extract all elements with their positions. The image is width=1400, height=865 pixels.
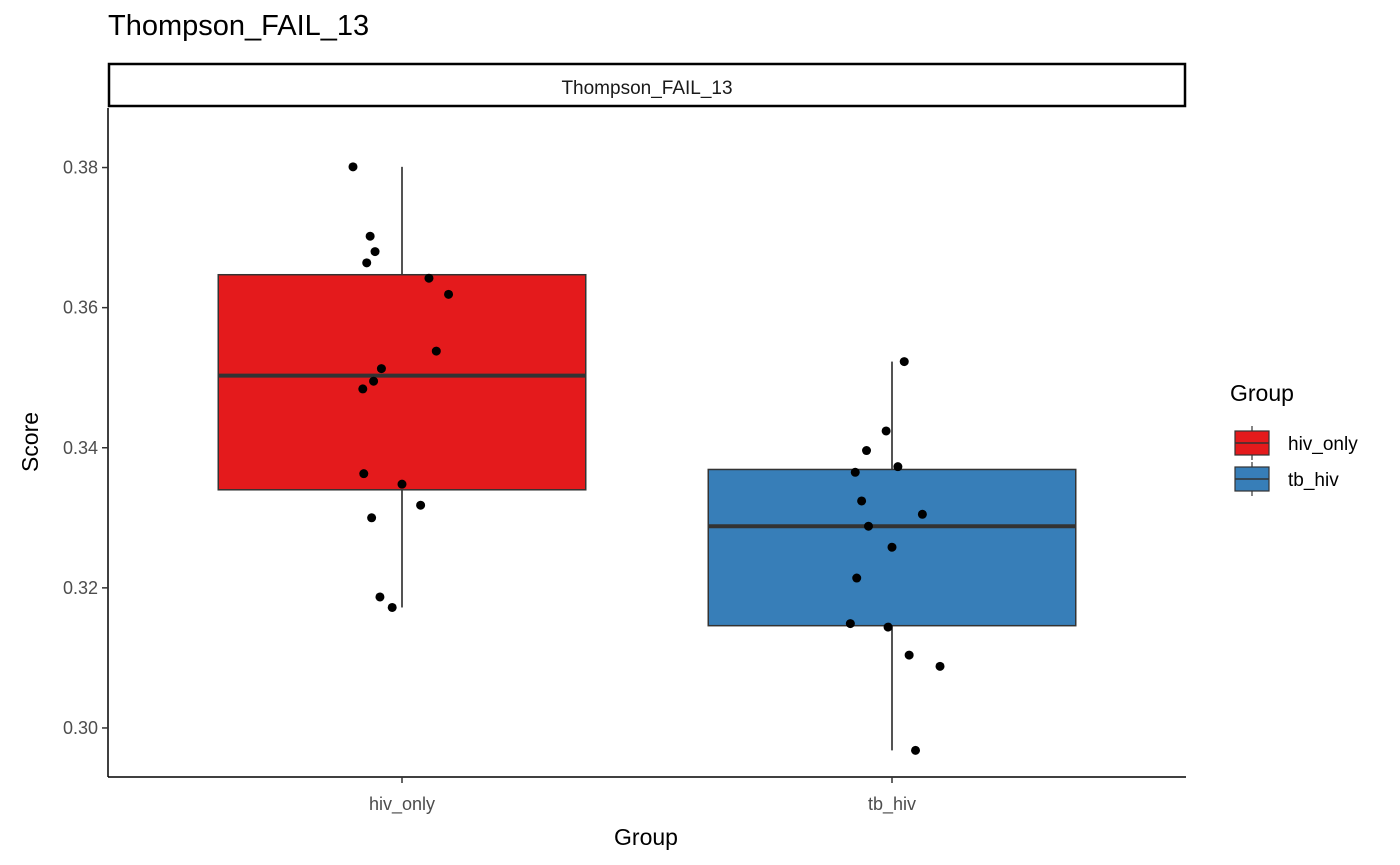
data-point-tb-hiv bbox=[917, 509, 927, 519]
data-point-tb-hiv bbox=[911, 745, 921, 755]
x-axis-title: Group bbox=[614, 824, 678, 850]
data-point-tb-hiv bbox=[852, 573, 862, 583]
y-tick-label: 0.36 bbox=[63, 298, 98, 318]
data-points bbox=[348, 162, 945, 755]
data-point-tb-hiv bbox=[899, 357, 909, 367]
data-point-tb-hiv bbox=[887, 542, 897, 552]
data-point-hiv-only bbox=[358, 384, 368, 394]
facet-strip-box bbox=[107, 62, 1187, 108]
data-point-tb-hiv bbox=[893, 462, 903, 472]
chart-title: Thompson_FAIL_13 bbox=[108, 10, 370, 42]
data-point-hiv-only bbox=[397, 479, 407, 489]
data-point-tb-hiv bbox=[904, 650, 914, 660]
axes bbox=[107, 108, 1186, 778]
x-axis-ticks: hiv_only tb_hiv bbox=[369, 777, 916, 815]
data-point-tb-hiv bbox=[881, 426, 891, 436]
data-point-tb-hiv bbox=[863, 521, 873, 531]
legend: Group hiv_only tb_hiv bbox=[1230, 380, 1358, 496]
data-point-hiv-only bbox=[387, 602, 397, 612]
y-axis-ticks: 0.30 0.32 0.34 0.36 0.38 bbox=[63, 158, 108, 738]
data-point-hiv-only bbox=[365, 231, 375, 241]
y-tick-label: 0.30 bbox=[63, 718, 98, 738]
y-tick-label: 0.34 bbox=[63, 438, 98, 458]
data-point-tb-hiv bbox=[862, 446, 872, 456]
y-tick-label: 0.38 bbox=[63, 158, 98, 178]
data-point-hiv-only bbox=[367, 513, 377, 523]
data-point-hiv-only bbox=[444, 289, 454, 299]
data-point-hiv-only bbox=[376, 364, 386, 374]
x-tick-label: tb_hiv bbox=[868, 794, 916, 815]
data-point-hiv-only bbox=[431, 346, 441, 356]
data-point-hiv-only bbox=[369, 376, 379, 386]
legend-key-hiv-only bbox=[1234, 426, 1270, 460]
data-point-tb-hiv bbox=[845, 619, 855, 629]
legend-key-tb-hiv bbox=[1234, 462, 1270, 496]
data-point-hiv-only bbox=[348, 162, 358, 172]
y-axis-title: Score bbox=[17, 412, 43, 472]
data-point-hiv-only bbox=[416, 500, 426, 510]
x-tick-label: hiv_only bbox=[369, 794, 435, 815]
data-point-tb-hiv bbox=[850, 467, 860, 477]
data-point-tb-hiv bbox=[935, 661, 945, 671]
data-point-tb-hiv bbox=[883, 622, 893, 632]
data-point-hiv-only bbox=[359, 469, 369, 479]
data-point-tb-hiv bbox=[857, 496, 867, 506]
y-tick-label: 0.32 bbox=[63, 578, 98, 598]
facet-strip: Thompson_FAIL_13 bbox=[107, 62, 1187, 108]
box-hiv-only bbox=[217, 273, 587, 491]
data-point-hiv-only bbox=[370, 247, 380, 257]
boxplots bbox=[217, 166, 1077, 751]
legend-title: Group bbox=[1230, 380, 1294, 406]
facet-strip-label: Thompson_FAIL_13 bbox=[561, 78, 732, 99]
legend-label-hiv-only: hiv_only bbox=[1288, 434, 1358, 455]
data-point-hiv-only bbox=[424, 273, 434, 283]
legend-label-tb-hiv: tb_hiv bbox=[1288, 470, 1339, 491]
data-point-hiv-only bbox=[375, 592, 385, 602]
data-point-hiv-only bbox=[362, 258, 372, 268]
